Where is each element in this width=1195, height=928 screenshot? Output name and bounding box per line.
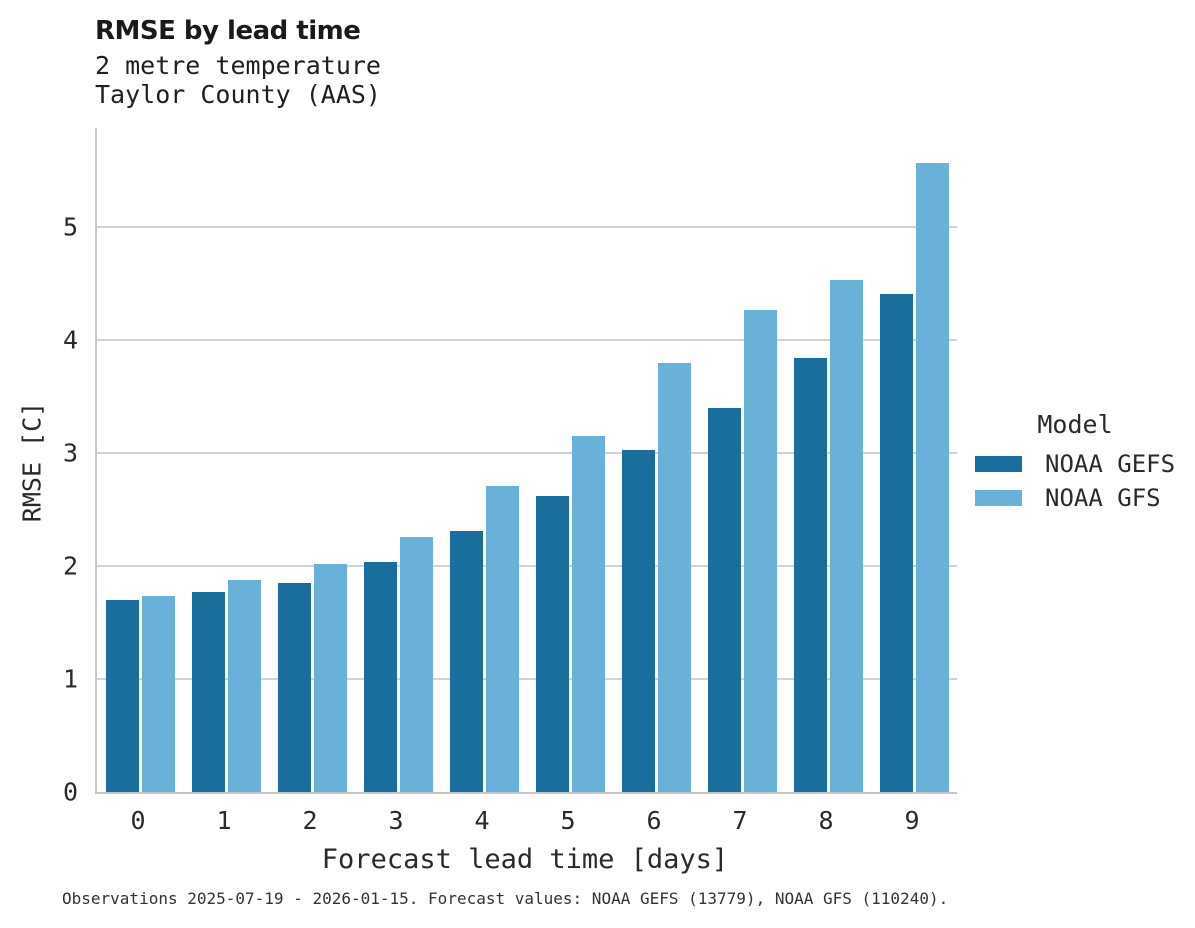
bar-group-lead-1	[183, 128, 269, 792]
x-tick-label-3: 3	[388, 806, 404, 835]
gridline-y5	[97, 226, 957, 229]
x-tick-label-7: 7	[732, 806, 748, 835]
x-tick-label-8: 8	[818, 806, 834, 835]
bar-gefs-lead-7	[707, 408, 741, 792]
bar-gefs-lead-2	[277, 583, 311, 792]
bar-gefs-lead-9	[879, 294, 913, 792]
gridline-y1	[97, 678, 957, 681]
x-tick-label-0: 0	[130, 806, 146, 835]
bar-gfs-lead-1	[227, 579, 261, 792]
y-tick-label-2: 2	[62, 551, 78, 581]
bar-gfs-lead-7	[743, 309, 777, 792]
gridline-y3	[97, 452, 957, 455]
x-axis-title: Forecast lead time [days]	[321, 844, 729, 875]
legend: Model NOAA GEFS NOAA GFS	[968, 410, 1182, 515]
bar-gfs-lead-2	[313, 563, 347, 792]
legend-label-gefs: NOAA GEFS	[1045, 450, 1176, 478]
bar-gefs-lead-1	[191, 592, 225, 792]
y-tick-label-0: 0	[62, 777, 78, 807]
plot-area	[95, 128, 957, 794]
x-tick-label-6: 6	[646, 806, 662, 835]
y-tick-label-3: 3	[62, 438, 78, 468]
bar-gefs-lead-4	[449, 531, 483, 792]
bar-group-lead-6	[613, 128, 699, 792]
chart-subtitle-variable: 2 metre temperature	[95, 51, 381, 80]
bar-gefs-lead-3	[363, 561, 397, 792]
bar-gefs-lead-5	[535, 496, 569, 792]
y-tick-label-4: 4	[62, 325, 78, 355]
x-tick-label-4: 4	[474, 806, 490, 835]
bar-gfs-lead-4	[485, 485, 519, 792]
bar-group-lead-7	[699, 128, 785, 792]
x-tick-label-5: 5	[560, 806, 576, 835]
gridline-y4	[97, 339, 957, 342]
y-tick-label-1: 1	[62, 664, 78, 694]
bar-group-lead-3	[355, 128, 441, 792]
bar-group-lead-5	[527, 128, 613, 792]
legend-title: Model	[1037, 410, 1113, 439]
bar-group-lead-9	[871, 128, 957, 792]
bar-gfs-lead-3	[399, 536, 433, 792]
bar-group-lead-0	[97, 128, 183, 792]
legend-label-gfs: NOAA GFS	[1045, 484, 1161, 512]
x-tick-label-1: 1	[216, 806, 232, 835]
legend-item-gefs: NOAA GEFS	[968, 447, 1182, 481]
bar-gfs-lead-9	[915, 163, 949, 792]
bar-gfs-lead-0	[141, 595, 175, 792]
y-tick-label-5: 5	[62, 212, 78, 242]
bar-gfs-lead-6	[657, 362, 691, 792]
legend-swatch-gefs	[975, 456, 1022, 472]
chart-subtitle-location: Taylor County (AAS)	[95, 80, 381, 109]
bar-gefs-lead-0	[105, 600, 139, 792]
x-axis-tick-labels: 0 1 2 3 4 5 6 7 8 9	[95, 806, 955, 840]
bar-gefs-lead-6	[621, 449, 655, 792]
bar-group-lead-8	[785, 128, 871, 792]
bar-gfs-lead-5	[571, 436, 605, 792]
x-tick-label-9: 9	[904, 806, 920, 835]
gridline-y2	[97, 565, 957, 568]
legend-item-gfs: NOAA GFS	[968, 481, 1182, 515]
legend-swatch-gfs	[975, 490, 1022, 506]
y-axis-tick-labels: 0 1 2 3 4 5	[0, 128, 78, 805]
bar-gfs-lead-8	[829, 280, 863, 792]
bar-gefs-lead-8	[793, 358, 827, 792]
bar-group-lead-2	[269, 128, 355, 792]
caption: Observations 2025-07-19 - 2026-01-15. Fo…	[62, 889, 949, 908]
bar-group-lead-4	[441, 128, 527, 792]
x-tick-label-2: 2	[302, 806, 318, 835]
chart-title: RMSE by lead time	[95, 16, 361, 46]
